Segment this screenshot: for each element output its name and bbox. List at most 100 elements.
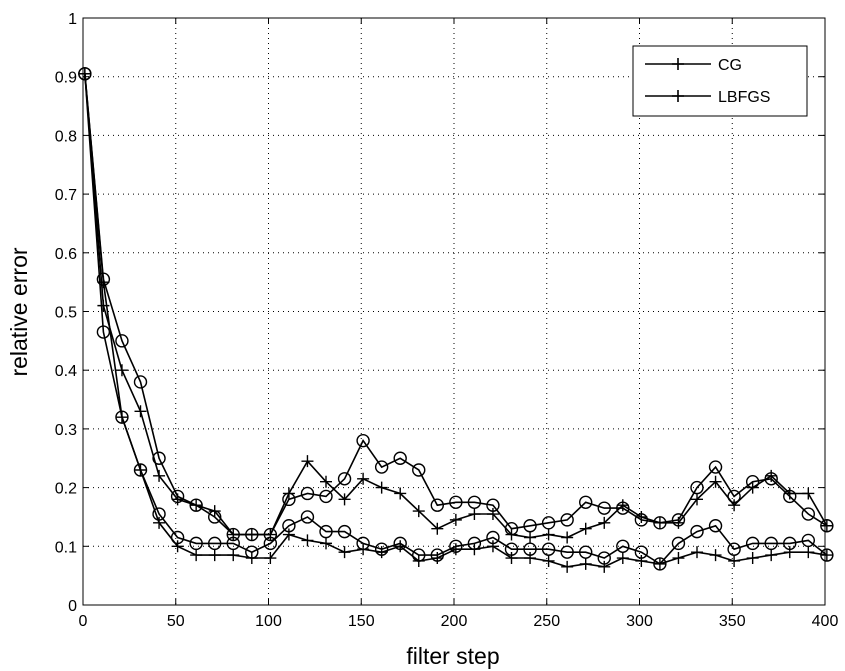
- series-4: [78, 67, 833, 573]
- data-point-plus: [357, 543, 370, 556]
- data-point-plus: [598, 560, 611, 573]
- data-point-circle: [671, 513, 686, 527]
- data-point-plus: [190, 549, 203, 562]
- y-tick-label: 0.6: [55, 246, 77, 263]
- data-point-plus: [375, 546, 388, 559]
- y-tick-label: 0.2: [55, 481, 77, 498]
- series-line: [84, 73, 828, 536]
- y-tick-label: 0: [68, 598, 77, 615]
- data-point-plus: [338, 546, 351, 559]
- legend-label-cg: CG: [718, 57, 742, 74]
- data-point-plus: [579, 557, 592, 570]
- legend: CG LBFGS: [632, 45, 808, 117]
- data-point-circle: [115, 334, 129, 348]
- data-point-plus: [524, 552, 537, 565]
- data-point-plus: [672, 552, 685, 565]
- data-point-plus: [802, 546, 815, 559]
- data-point-plus: [449, 513, 462, 526]
- legend-label-lbfgs: LBFGS: [718, 89, 770, 106]
- data-point-circle: [541, 516, 556, 530]
- data-point-plus: [746, 552, 759, 565]
- data-point-circle: [170, 489, 185, 504]
- data-point-plus: [412, 505, 425, 518]
- legend-box: [632, 45, 808, 117]
- data-point-circle: [393, 451, 407, 465]
- data-point-plus: [486, 540, 499, 553]
- data-point-circle: [801, 507, 816, 521]
- data-point-plus: [709, 549, 722, 562]
- data-point-plus: [765, 549, 778, 562]
- data-point-circle: [449, 495, 463, 509]
- y-tick-label: 0.5: [55, 305, 77, 322]
- series-group: [78, 67, 834, 573]
- data-point-plus: [78, 67, 91, 80]
- data-point-plus: [728, 554, 741, 567]
- data-point-circle: [133, 375, 148, 389]
- data-point-plus: [338, 493, 351, 506]
- data-point-plus: [802, 487, 815, 500]
- data-point-circle: [430, 498, 445, 512]
- data-point-circle: [727, 489, 741, 504]
- data-point-plus: [115, 411, 128, 424]
- data-point-plus: [542, 528, 555, 541]
- data-point-plus: [134, 463, 147, 476]
- data-point-plus: [691, 493, 704, 506]
- data-point-plus: [449, 543, 462, 556]
- data-point-plus: [153, 469, 166, 482]
- data-point-plus: [505, 552, 518, 565]
- data-point-plus: [115, 364, 128, 377]
- data-point-circle: [96, 325, 111, 339]
- data-point-circle: [764, 472, 778, 486]
- data-point-circle: [374, 460, 389, 474]
- x-tick-label: 250: [533, 613, 560, 630]
- data-point-circle: [504, 521, 519, 536]
- data-point-plus: [579, 522, 592, 535]
- data-point-circle: [579, 495, 593, 509]
- data-point-circle: [783, 489, 797, 504]
- data-point-plus: [394, 487, 407, 500]
- data-point-plus: [524, 531, 537, 544]
- data-point-circle: [745, 536, 760, 551]
- data-point-plus: [171, 540, 184, 553]
- data-point-plus: [134, 405, 147, 418]
- legend-marker-lbfgs: [672, 90, 684, 102]
- data-point-plus: [468, 508, 481, 521]
- data-point-circle: [690, 480, 704, 495]
- data-point-plus: [616, 499, 629, 512]
- grid: [83, 18, 825, 605]
- data-point-plus: [486, 508, 499, 521]
- y-axis-title: relative error: [6, 247, 32, 376]
- data-point-circle: [634, 513, 649, 527]
- y-tick-label: 0.3: [55, 422, 77, 439]
- data-point-plus: [357, 472, 370, 485]
- data-point-circle: [597, 501, 611, 515]
- data-point-plus: [245, 552, 258, 565]
- data-point-circle: [189, 498, 203, 512]
- data-point-circle: [208, 510, 222, 524]
- y-tick-label: 0.4: [55, 363, 77, 380]
- data-point-circle: [616, 501, 630, 515]
- data-point-circle: [282, 492, 296, 507]
- data-point-circle: [671, 536, 686, 551]
- data-point-plus: [728, 499, 741, 512]
- data-point-circle: [263, 536, 278, 551]
- data-point-plus: [431, 522, 444, 535]
- data-point-circle: [356, 433, 370, 448]
- data-point-plus: [542, 554, 555, 567]
- data-point-plus: [153, 516, 166, 529]
- data-point-circle: [152, 451, 166, 465]
- data-point-circle: [300, 510, 315, 524]
- data-point-circle: [653, 516, 667, 530]
- data-point-circle: [467, 495, 482, 509]
- data-point-plus: [320, 475, 333, 488]
- y-tick-label: 0.8: [55, 128, 77, 145]
- data-point-circle: [319, 489, 333, 504]
- x-axis-title: filter step: [406, 643, 499, 669]
- y-tick-label: 0.7: [55, 187, 77, 204]
- data-point-plus: [616, 552, 629, 565]
- x-tick-label: 50: [167, 613, 185, 630]
- data-point-circle: [560, 513, 574, 527]
- data-point-plus: [561, 560, 574, 573]
- x-tick-label: 100: [255, 613, 282, 630]
